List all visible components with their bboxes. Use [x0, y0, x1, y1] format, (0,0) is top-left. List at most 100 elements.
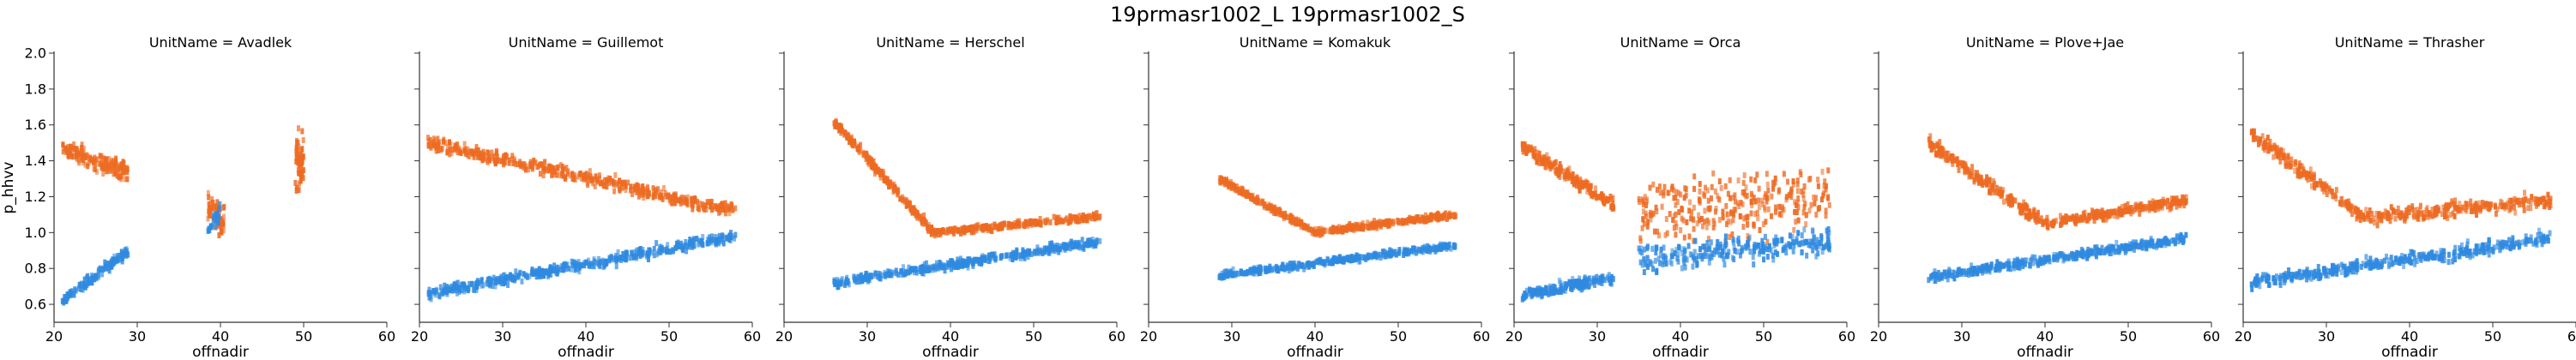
data-point	[1325, 255, 1330, 262]
data-point	[1826, 167, 1831, 174]
data-point	[588, 173, 593, 180]
data-point	[1710, 254, 1714, 261]
data-point	[1704, 246, 1708, 253]
data-point	[1449, 245, 1453, 252]
data-point	[1674, 224, 1679, 231]
data-point	[1785, 194, 1789, 201]
data-point	[1242, 270, 1246, 277]
data-point	[2114, 208, 2118, 215]
data-point	[843, 281, 848, 288]
data-point	[94, 273, 98, 280]
data-point	[2151, 243, 2156, 249]
data-point	[1053, 245, 1058, 252]
data-point	[554, 266, 558, 273]
data-point	[1703, 249, 1707, 256]
data-point	[473, 281, 477, 288]
data-point	[1822, 183, 1826, 189]
panel-title: UnitName = Thrasher	[2335, 34, 2485, 51]
data-point	[1399, 218, 1403, 225]
data-point	[1045, 217, 1049, 224]
data-point	[2166, 197, 2170, 204]
data-point	[1597, 279, 1602, 285]
data-point	[1366, 252, 1370, 259]
data-point	[1575, 283, 1579, 290]
data-point	[1773, 175, 1777, 182]
data-point	[1281, 212, 1285, 219]
data-point	[1421, 216, 1426, 223]
data-point	[1824, 207, 1828, 214]
data-point	[1791, 178, 1795, 185]
data-point	[1770, 193, 1774, 200]
data-point	[1547, 291, 1551, 297]
data-point	[1642, 246, 1646, 253]
data-point	[1222, 179, 1227, 186]
data-point	[926, 267, 930, 273]
data-point	[1728, 234, 1732, 241]
data-point	[1591, 191, 1596, 198]
data-point	[592, 256, 596, 263]
data-point	[1967, 173, 1971, 180]
data-point	[1662, 244, 1666, 251]
data-point	[1330, 258, 1334, 265]
data-point	[1520, 141, 1524, 148]
data-point	[1640, 249, 1644, 256]
data-point	[2001, 262, 2006, 269]
data-point	[1578, 183, 1582, 189]
data-point	[859, 147, 863, 154]
data-point	[2106, 249, 2110, 255]
data-point	[216, 217, 220, 224]
data-point	[1029, 250, 1034, 257]
data-point	[2041, 220, 2045, 227]
data-point	[1757, 185, 1761, 192]
data-point	[665, 245, 669, 252]
data-point	[1765, 198, 1769, 205]
data-point	[1799, 171, 1803, 177]
data-point	[561, 165, 565, 172]
data-point	[1335, 227, 1339, 234]
data-point	[1672, 187, 1676, 194]
data-point	[1958, 270, 1962, 277]
data-point	[1568, 279, 1572, 285]
data-point	[208, 223, 213, 230]
data-point	[73, 286, 77, 293]
data-point	[1712, 250, 1716, 257]
data-point	[1391, 219, 1396, 225]
data-point	[573, 262, 577, 269]
data-point	[910, 207, 914, 213]
data-point	[684, 238, 688, 245]
data-point	[293, 179, 298, 186]
data-point	[1234, 272, 1238, 279]
data-point	[215, 199, 220, 206]
data-point	[894, 270, 898, 277]
data-point	[1704, 184, 1708, 191]
data-point	[1366, 219, 1370, 226]
data-point	[2012, 257, 2017, 264]
data-point	[1931, 272, 1935, 279]
data-point	[2156, 200, 2160, 207]
data-point	[1661, 253, 1665, 260]
data-point	[495, 153, 499, 160]
data-point	[986, 225, 990, 231]
data-point	[211, 199, 215, 206]
data-point	[876, 273, 880, 280]
data-point	[1947, 268, 1952, 275]
data-point	[1929, 146, 1934, 153]
data-point	[626, 179, 630, 186]
data-point	[856, 273, 860, 280]
data-point	[1439, 243, 1443, 249]
data-point	[68, 291, 72, 298]
data-point	[1674, 211, 1678, 218]
data-point	[684, 243, 688, 250]
data-point	[931, 227, 935, 234]
data-point	[537, 266, 541, 273]
data-point	[1258, 264, 1263, 271]
data-point	[92, 165, 96, 172]
data-point	[108, 261, 112, 267]
data-point	[872, 272, 876, 279]
data-point	[528, 273, 532, 279]
data-point	[900, 268, 904, 275]
data-point	[2056, 254, 2060, 261]
data-point	[730, 207, 734, 213]
data-point	[1244, 192, 1248, 199]
data-point	[2153, 207, 2157, 213]
